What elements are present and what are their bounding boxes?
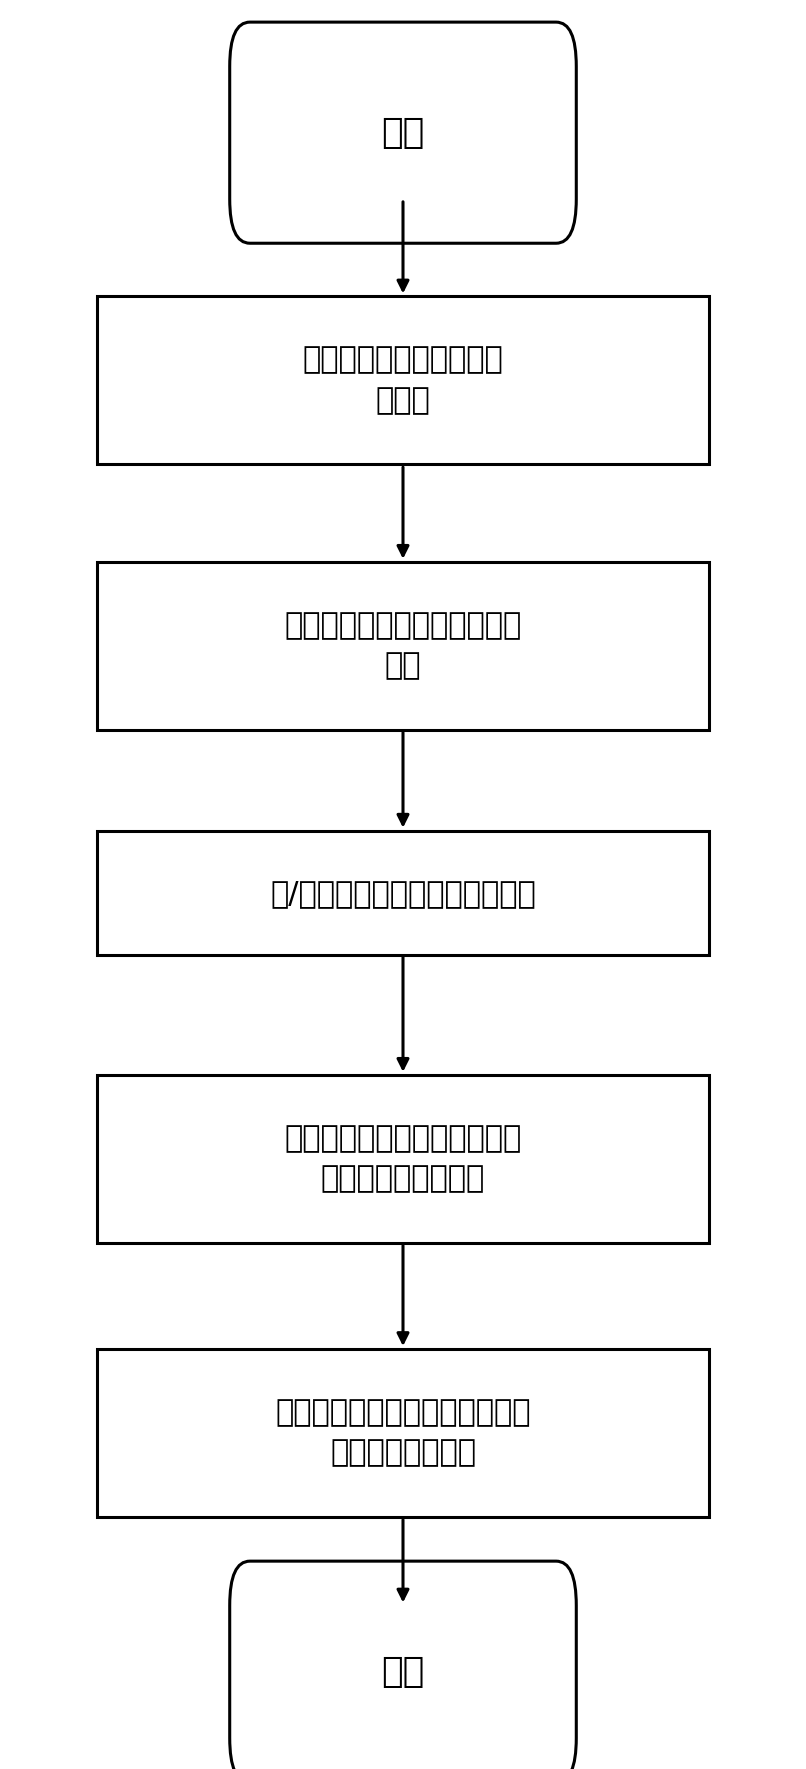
FancyBboxPatch shape — [97, 831, 709, 955]
FancyBboxPatch shape — [230, 21, 576, 242]
Text: 获取模拟系统的各项参数
并判断: 获取模拟系统的各项参数 并判断 — [302, 345, 504, 416]
Text: 控制模块发送持续电信号控制
变频器带动电机转动: 控制模块发送持续电信号控制 变频器带动电机转动 — [285, 1123, 521, 1194]
Text: 开始: 开始 — [381, 115, 425, 150]
FancyBboxPatch shape — [97, 1348, 709, 1516]
Text: 模拟控制模块计算并输出响应
信号: 模拟控制模块计算并输出响应 信号 — [285, 610, 521, 681]
Text: 反馈接收转速信号，重新计算输
入到变频器的信号: 反馈接收转速信号，重新计算输 入到变频器的信号 — [276, 1398, 530, 1468]
Text: 启/停相应现场开关，如喷油阀等: 启/停相应现场开关，如喷油阀等 — [270, 879, 536, 907]
FancyBboxPatch shape — [97, 295, 709, 463]
FancyBboxPatch shape — [97, 561, 709, 729]
FancyBboxPatch shape — [230, 1560, 576, 1769]
FancyBboxPatch shape — [97, 1076, 709, 1242]
Text: 结束: 结束 — [381, 1654, 425, 1689]
